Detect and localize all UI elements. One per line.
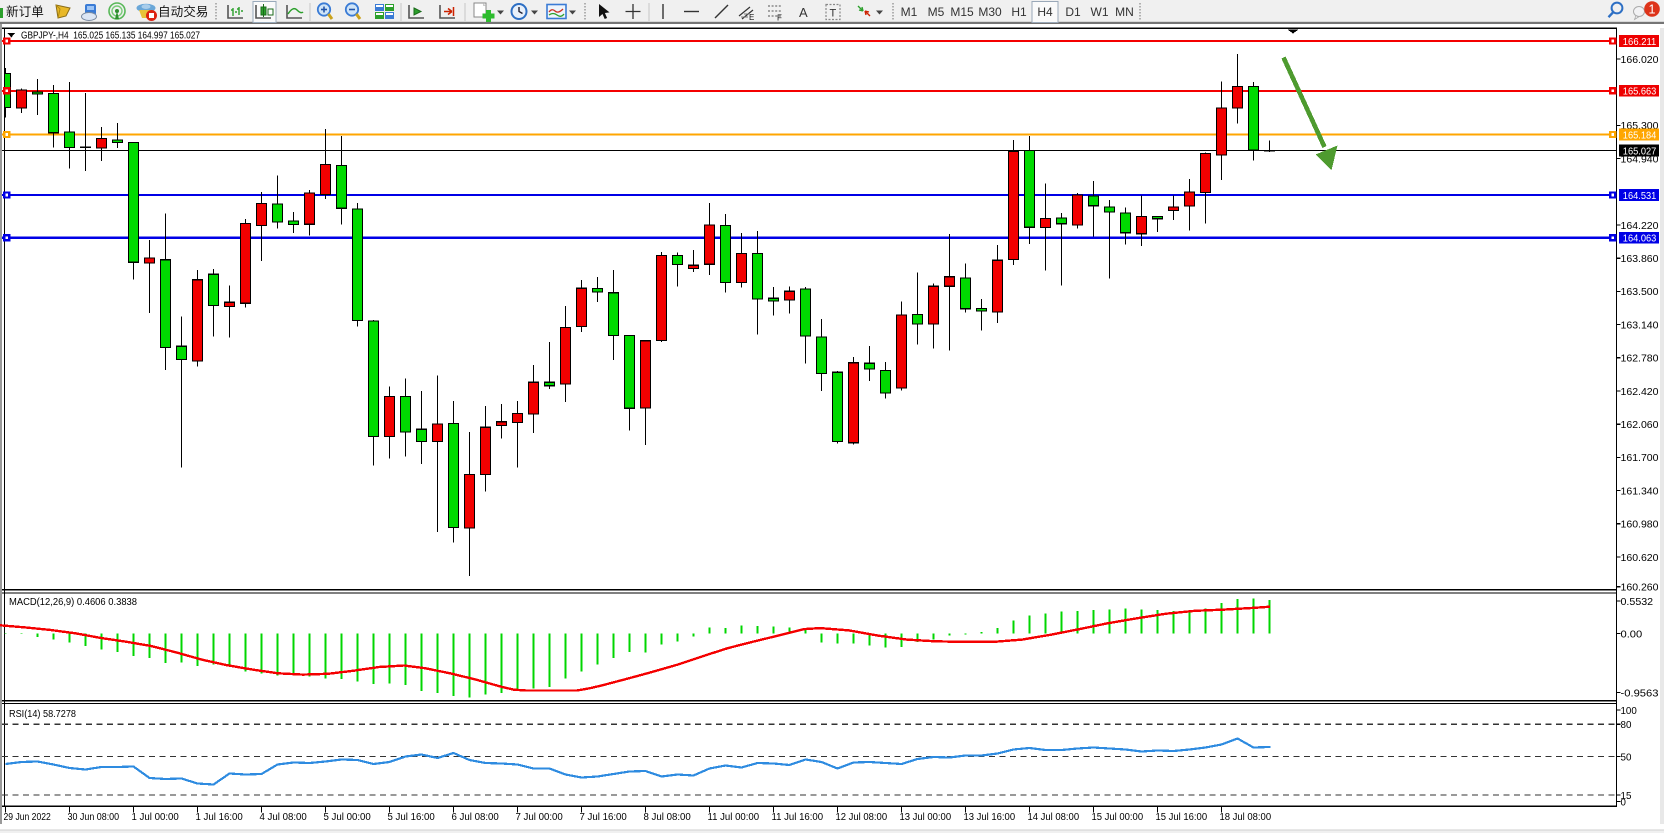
- svg-text:15 Jul 16:00: 15 Jul 16:00: [1156, 812, 1208, 823]
- svg-text:29 Jun 2022: 29 Jun 2022: [4, 812, 51, 823]
- svg-text:W1: W1: [1091, 5, 1109, 19]
- svg-text:-0.9563: -0.9563: [1621, 688, 1659, 699]
- svg-text:164.220: 164.220: [1621, 221, 1659, 232]
- svg-text:166.211: 166.211: [1623, 37, 1657, 48]
- svg-text:0.5532: 0.5532: [1621, 597, 1654, 608]
- svg-text:7 Jul 16:00: 7 Jul 16:00: [580, 812, 628, 823]
- svg-text:162.420: 162.420: [1621, 387, 1659, 398]
- svg-text:11 Jul 16:00: 11 Jul 16:00: [772, 812, 824, 823]
- svg-text:165.300: 165.300: [1621, 121, 1659, 132]
- svg-text:MN: MN: [1115, 5, 1134, 19]
- svg-text:5 Jul 00:00: 5 Jul 00:00: [324, 812, 372, 823]
- svg-text:162.780: 162.780: [1621, 354, 1659, 365]
- svg-text:165.663: 165.663: [1623, 87, 1657, 98]
- svg-text:13 Jul 00:00: 13 Jul 00:00: [900, 812, 952, 823]
- svg-text:30 Jun 08:00: 30 Jun 08:00: [68, 812, 120, 823]
- svg-text:6 Jul 08:00: 6 Jul 08:00: [452, 812, 500, 823]
- svg-text:160.260: 160.260: [1621, 583, 1659, 594]
- svg-text:163.140: 163.140: [1621, 320, 1659, 331]
- svg-text:E: E: [749, 13, 754, 22]
- svg-text:F: F: [777, 14, 782, 23]
- svg-text:160.980: 160.980: [1621, 520, 1659, 531]
- svg-text:GBPJPY-,H4 165.025 165.135 16: GBPJPY-,H4 165.025 165.135 164.997 165.0…: [21, 31, 200, 42]
- svg-text:MACD(12,26,9) 0.4606 0.3838: MACD(12,26,9) 0.4606 0.3838: [9, 597, 137, 608]
- svg-text:165.184: 165.184: [1623, 131, 1657, 142]
- svg-text:13 Jul 16:00: 13 Jul 16:00: [964, 812, 1016, 823]
- svg-text:自动交易: 自动交易: [158, 4, 208, 19]
- svg-text:5 Jul 16:00: 5 Jul 16:00: [388, 812, 436, 823]
- svg-text:14 Jul 08:00: 14 Jul 08:00: [1028, 812, 1080, 823]
- svg-text:1 Jul 16:00: 1 Jul 16:00: [196, 812, 244, 823]
- svg-text:1 Jul 00:00: 1 Jul 00:00: [132, 812, 180, 823]
- svg-text:15: 15: [1621, 791, 1632, 802]
- svg-text:8 Jul 08:00: 8 Jul 08:00: [644, 812, 692, 823]
- svg-text:160.620: 160.620: [1621, 553, 1659, 564]
- svg-text:12 Jul 08:00: 12 Jul 08:00: [836, 812, 888, 823]
- svg-text:4 Jul 08:00: 4 Jul 08:00: [260, 812, 308, 823]
- svg-text:D1: D1: [1065, 5, 1081, 19]
- svg-text:163.860: 163.860: [1621, 254, 1659, 265]
- svg-text:H4: H4: [1037, 5, 1053, 19]
- svg-text:RSI(14) 58.7278: RSI(14) 58.7278: [9, 709, 76, 720]
- svg-text:161.340: 161.340: [1621, 486, 1659, 497]
- svg-text:15 Jul 00:00: 15 Jul 00:00: [1092, 812, 1144, 823]
- svg-text:A: A: [799, 5, 808, 20]
- svg-text:M1: M1: [901, 5, 918, 19]
- svg-text:T: T: [830, 8, 837, 20]
- svg-text:50: 50: [1621, 752, 1632, 763]
- svg-text:161.700: 161.700: [1621, 453, 1659, 464]
- svg-text:M15: M15: [950, 5, 974, 19]
- svg-text:100: 100: [1621, 706, 1638, 717]
- svg-text:165.027: 165.027: [1623, 146, 1657, 157]
- svg-text:164.063: 164.063: [1623, 234, 1657, 245]
- svg-text:11 Jul 00:00: 11 Jul 00:00: [708, 812, 760, 823]
- svg-text:164.940: 164.940: [1621, 154, 1659, 165]
- svg-text:18 Jul 08:00: 18 Jul 08:00: [1220, 812, 1272, 823]
- svg-text:7 Jul 00:00: 7 Jul 00:00: [516, 812, 564, 823]
- svg-text:80: 80: [1621, 720, 1632, 731]
- svg-text:1: 1: [1649, 3, 1656, 17]
- svg-text:164.531: 164.531: [1623, 191, 1657, 202]
- svg-text:M30: M30: [978, 5, 1002, 19]
- svg-text:0.00: 0.00: [1621, 629, 1643, 640]
- svg-text:0: 0: [1621, 797, 1627, 808]
- svg-text:166.020: 166.020: [1621, 55, 1659, 66]
- svg-text:162.060: 162.060: [1621, 420, 1659, 431]
- svg-text:163.500: 163.500: [1621, 287, 1659, 298]
- svg-text:H1: H1: [1011, 5, 1027, 19]
- svg-text:新订单: 新订单: [6, 4, 44, 19]
- svg-text:M5: M5: [928, 5, 945, 19]
